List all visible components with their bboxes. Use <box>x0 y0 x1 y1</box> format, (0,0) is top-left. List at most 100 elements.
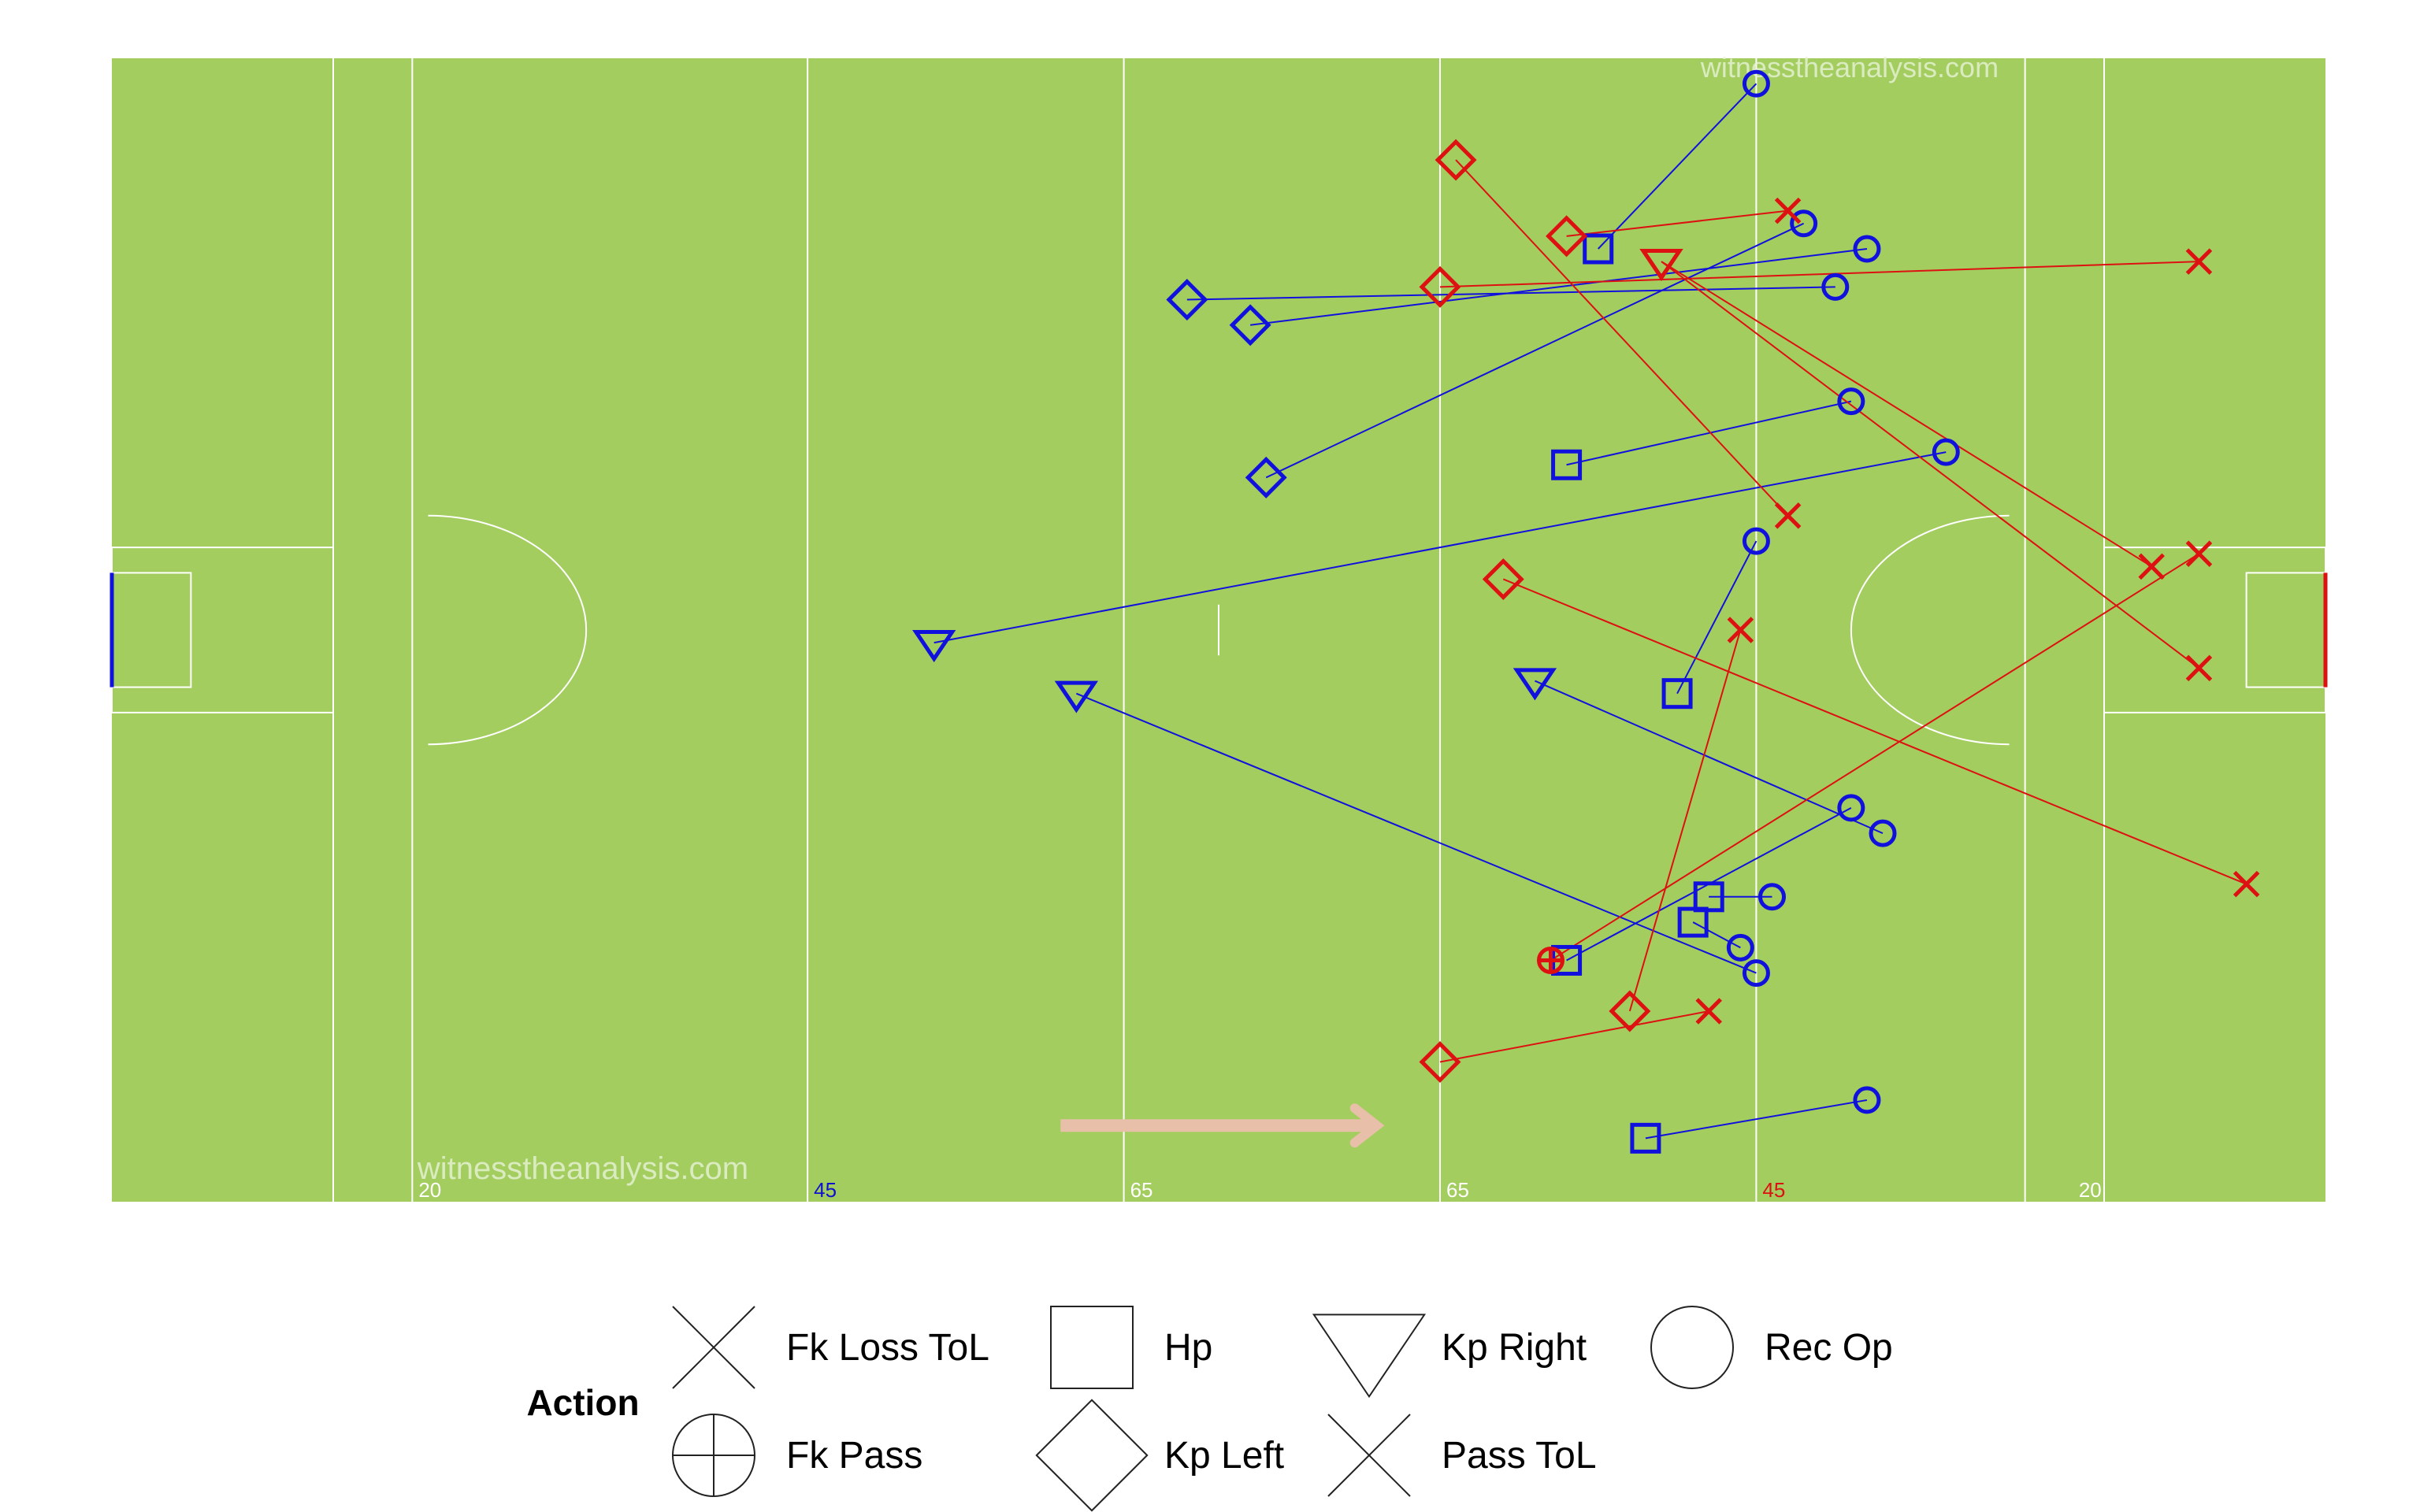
legend-label: Kp Right <box>1442 1327 1587 1369</box>
pass-line <box>1692 921 1741 949</box>
legend-entry: Fk Loss ToL <box>672 1306 989 1389</box>
marker-fk-pass <box>1537 946 1564 974</box>
pitch-marker-label: 65 <box>1130 1178 1153 1202</box>
marker-kp-left <box>1166 279 1208 321</box>
legend-key-pass-tol <box>1327 1414 1411 1497</box>
pass-line <box>1597 83 1757 250</box>
legend-key-kp-right <box>1312 1314 1427 1399</box>
pass-line <box>1676 540 1757 695</box>
pass-line <box>1439 261 2199 288</box>
pass-line <box>1645 1099 1868 1140</box>
marker-pass-tol <box>2185 248 2213 275</box>
event-markers <box>912 69 2260 1154</box>
marker-pass-tol <box>1695 998 1722 1025</box>
marker-hp <box>1630 1122 1661 1154</box>
marker-kp-left <box>1546 215 1588 258</box>
marker-rec-op <box>1726 933 1754 962</box>
legend-label: Fk Pass <box>786 1435 922 1477</box>
marker-kp-right <box>912 630 956 663</box>
pass-line <box>933 451 1947 644</box>
marker-pass-tol <box>2233 870 2260 898</box>
marker-rec-op <box>1742 959 1770 988</box>
pitch-marker-label: 20 <box>418 1178 441 1202</box>
marker-rec-op <box>1821 272 1850 301</box>
marker-pass-tol <box>2138 553 2165 580</box>
marker-rec-op <box>1837 794 1865 822</box>
pass-lines <box>933 83 2247 1140</box>
pitch-marker-label: 45 <box>1762 1178 1785 1202</box>
pitch-marker-label: 45 <box>814 1178 837 1202</box>
marker-kp-left <box>1419 265 1461 308</box>
pass-line <box>1566 209 1788 237</box>
legend-key-kp-left <box>1035 1399 1149 1512</box>
marker-rec-op <box>1742 527 1770 555</box>
legend-label: Hp <box>1164 1327 1212 1369</box>
marker-hp <box>1677 906 1709 938</box>
legend-title: Action <box>526 1382 639 1423</box>
marker-pass-tol <box>1774 197 1802 224</box>
legend: Action Fk Loss ToL Fk Pass Hp Kp Left Kp Rig… <box>526 1306 1893 1512</box>
pass-line <box>1628 629 1742 1012</box>
marker-rec-op <box>1837 387 1865 416</box>
marker-rec-op <box>1853 235 1881 263</box>
marker-kp-left <box>1482 558 1524 600</box>
marker-rec-op <box>1790 209 1818 238</box>
marker-kp-left <box>1245 456 1287 498</box>
marker-rec-op <box>1742 69 1770 98</box>
pitch-marker-label: 65 <box>1446 1178 1469 1202</box>
pass-line <box>1566 400 1852 466</box>
pitch <box>109 58 2328 1202</box>
marker-hp <box>1693 881 1724 913</box>
marker-rec-op <box>1932 438 1960 466</box>
legend-key-rec-op <box>1650 1306 1734 1389</box>
legend-entry: Rec Op <box>1650 1306 1893 1389</box>
marker-hp <box>1661 678 1693 710</box>
legend-label: Pass ToL <box>1442 1435 1597 1477</box>
marker-kp-left <box>1435 139 1477 181</box>
legend-entry: Hp <box>1050 1306 1212 1389</box>
marker-kp-left <box>1419 1041 1461 1084</box>
pass-line <box>1250 248 1868 326</box>
marker-pass-tol <box>2185 540 2213 567</box>
legend-key-fk-pass <box>672 1414 755 1497</box>
marker-kp-right <box>1639 249 1683 282</box>
pass-line <box>1502 578 2247 885</box>
legend-key-hp <box>1050 1306 1134 1389</box>
arc-right <box>1850 514 2010 746</box>
marker-rec-op <box>1869 819 1897 847</box>
legend-entry: Kp Right <box>1312 1314 1587 1399</box>
pass-line <box>1550 553 2199 962</box>
marker-hp <box>1583 233 1614 265</box>
watermark-top: witnesstheanalysis.com <box>1700 51 1999 83</box>
pass-line <box>1661 261 2152 568</box>
pass-line <box>1661 261 2200 669</box>
legend-entry: Fk Pass <box>672 1414 922 1497</box>
legend-entry: Pass ToL <box>1327 1414 1597 1497</box>
legend-key-fk-loss-tol <box>672 1306 755 1389</box>
pass-line <box>1455 159 1789 517</box>
marker-kp-left <box>1229 304 1271 346</box>
marker-rec-op <box>1758 883 1786 911</box>
pitch-marker-label: 20 <box>2079 1178 2102 1202</box>
legend-label: Fk Loss ToL <box>786 1327 989 1369</box>
pass-line <box>1265 222 1805 479</box>
marker-hp <box>1551 449 1583 480</box>
pass-line <box>1075 692 1757 974</box>
marker-pass-tol <box>1727 617 1754 643</box>
pass-line <box>1535 680 1884 835</box>
watermark-bottom: witnesstheanalysis.com <box>417 1151 748 1186</box>
marker-pass-tol <box>2185 654 2213 682</box>
marker-kp-right <box>1054 680 1099 713</box>
arrow-head <box>1349 1103 1385 1148</box>
marker-pass-tol <box>1774 502 1802 529</box>
pass-line <box>1439 1010 1709 1063</box>
direction-arrow <box>1060 1103 1385 1148</box>
marker-kp-right <box>1512 668 1557 701</box>
pitch-marker-labels: 20 45 65 65 45 20 <box>418 1178 2101 1202</box>
arc-left <box>428 514 588 746</box>
marker-kp-left <box>1609 990 1651 1032</box>
marker-rec-op <box>1853 1086 1881 1114</box>
legend-label: Kp Left <box>1164 1435 1284 1477</box>
legend-label: Rec Op <box>1765 1327 1893 1369</box>
